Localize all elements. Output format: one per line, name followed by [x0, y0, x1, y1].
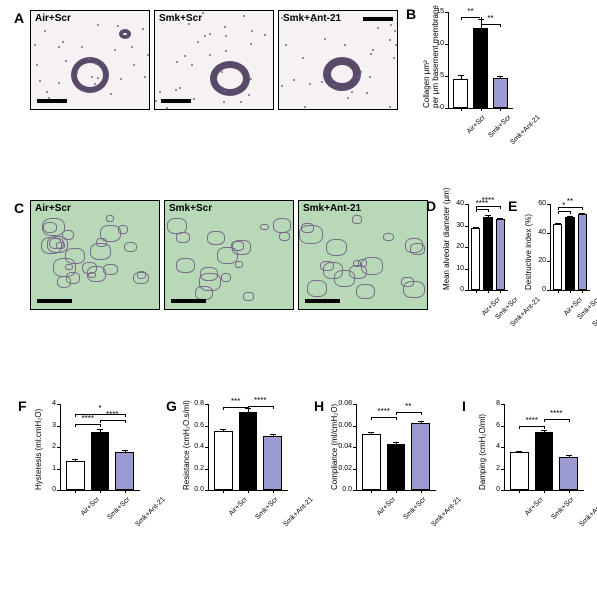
bar-Air+Scr [471, 228, 480, 290]
panelE-chart: 0204060Destructive index (%)***Air+ScrSm… [522, 200, 592, 330]
bar-Smk+Ant-21 [411, 423, 429, 490]
bar-Air+Scr [510, 452, 528, 490]
bar-Smk+Ant-21 [263, 436, 281, 490]
bar-Air+Scr [214, 431, 232, 490]
bar-Air+Scr [453, 79, 468, 108]
bar-Smk+Scr [483, 217, 492, 290]
bar-Smk+Scr [473, 28, 488, 108]
bar-Smk+Scr [535, 432, 553, 490]
micrograph: Air+Scr [30, 10, 150, 110]
bar-Smk+Scr [239, 412, 257, 490]
bar-Smk+Ant-21 [493, 78, 508, 108]
bar-Smk+Ant-21 [496, 219, 505, 290]
micrograph: Smk+Scr [164, 200, 294, 310]
bar-Smk+Scr [565, 217, 574, 290]
bar-Air+Scr [362, 434, 380, 490]
panelC-micrographs: Air+ScrSmk+ScrSmk+Ant-21 [30, 200, 428, 310]
micrograph: Smk+Scr [154, 10, 274, 110]
bar-Air+Scr [553, 224, 562, 290]
bar-Smk+Ant-21 [578, 214, 587, 290]
micrograph: Air+Scr [30, 200, 160, 310]
bar-Smk+Scr [91, 432, 109, 490]
micrograph: Smk+Ant-21 [278, 10, 398, 110]
panelH-chart: 0.00.020.040.060.08Compliance (ml/cmH₂O)… [328, 400, 438, 530]
bar-Smk+Ant-21 [559, 457, 577, 490]
panelF-chart: 01234Hysteresis (ml.cmH₂O)*********Air+S… [32, 400, 142, 530]
panelI-chart: 02468Damping (cmH₂O/ml)********Air+ScrSm… [476, 400, 586, 530]
panelD-chart: 010203040Mean alveolar diameter (μm)****… [440, 200, 510, 330]
panelG-chart: 0.00.20.40.60.8Resistance (cmH₂O.s/ml)**… [180, 400, 290, 530]
panelA-micrographs: Air+ScrSmk+ScrSmk+Ant-21 [30, 10, 398, 110]
bar-Air+Scr [66, 461, 84, 490]
panelB-chart: 051015Collagen μm²per μm basement membra… [420, 8, 515, 148]
bar-Smk+Ant-21 [115, 452, 133, 490]
micrograph: Smk+Ant-21 [298, 200, 428, 310]
bar-Smk+Scr [387, 444, 405, 490]
